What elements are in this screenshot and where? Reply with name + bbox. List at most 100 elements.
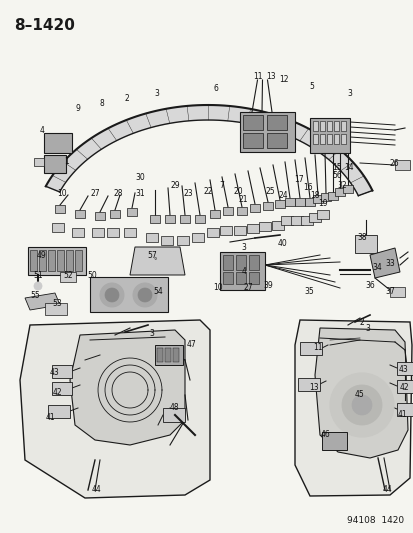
Text: 43: 43 [50,368,60,377]
Bar [312,134,317,144]
Bar [223,272,233,284]
Circle shape [100,283,124,307]
Bar [90,277,168,312]
Text: 18: 18 [309,191,319,200]
Bar [248,272,259,284]
Bar [326,121,331,131]
Bar [280,216,292,225]
Bar [271,221,283,230]
Text: 50: 50 [87,271,97,279]
Text: 44: 44 [382,486,392,495]
Text: 38: 38 [356,233,366,243]
Bar [266,115,286,130]
Bar [157,348,163,362]
Text: 20: 20 [233,188,242,197]
Text: 12: 12 [279,75,288,84]
Text: 33: 33 [384,259,394,268]
Bar [319,121,324,131]
Bar [44,133,72,153]
Bar [334,188,344,196]
Bar [247,224,259,233]
Bar [297,378,319,391]
Bar [219,252,264,290]
Text: 26: 26 [388,158,398,167]
Text: 1: 1 [64,157,69,166]
Bar [92,228,104,237]
Bar [52,223,64,232]
Bar [309,118,349,153]
Text: 51: 51 [33,271,43,279]
Bar [326,134,331,144]
Text: 53: 53 [52,300,62,309]
Text: 25: 25 [265,188,274,197]
Bar [66,250,73,271]
Bar [180,215,190,223]
Bar [30,250,37,271]
Text: 28: 28 [113,190,122,198]
Bar [342,185,352,193]
Text: 2: 2 [359,319,363,327]
Bar [290,216,302,225]
Bar [146,233,158,242]
Bar [150,215,159,223]
Bar [312,121,317,131]
Bar [72,228,84,237]
Circle shape [329,373,393,437]
Bar [195,215,204,223]
Text: 10: 10 [57,190,66,198]
Bar [242,115,262,130]
Text: 42: 42 [398,384,408,392]
Bar [57,250,64,271]
Polygon shape [45,105,372,196]
Circle shape [133,283,157,307]
Bar [223,255,233,270]
Bar [233,226,245,235]
Text: 35: 35 [304,287,313,295]
Text: 16: 16 [302,183,312,192]
Bar [127,208,137,216]
Text: 43: 43 [398,366,408,375]
Text: 10: 10 [213,284,222,293]
Bar [235,255,245,270]
Bar [274,200,284,208]
Bar [154,345,183,365]
Text: 34: 34 [371,262,381,271]
Bar [165,215,175,223]
Bar [299,342,321,355]
Bar [39,250,46,271]
Bar [394,160,409,170]
Text: 30: 30 [135,174,145,182]
Bar [163,408,185,422]
Text: 31: 31 [135,190,145,198]
Bar [206,228,218,237]
Bar [52,365,72,378]
Bar [177,236,189,245]
Bar [316,210,328,219]
Text: 5: 5 [309,82,314,91]
Bar [45,303,67,315]
Bar [165,348,171,362]
Text: 46: 46 [320,431,330,440]
Polygon shape [314,328,407,458]
Text: 19: 19 [318,198,327,207]
Bar [284,198,294,206]
Text: °: ° [153,258,157,264]
Text: 48: 48 [169,403,178,413]
Bar [389,287,404,297]
Bar [48,405,70,418]
Circle shape [341,385,381,425]
Bar [173,348,178,362]
Polygon shape [369,248,399,278]
Bar [354,235,376,253]
Text: 24: 24 [278,191,287,200]
Text: 54: 54 [153,287,162,296]
Text: 3: 3 [241,244,246,253]
Bar [52,382,72,395]
Bar [396,362,413,375]
Text: 32: 32 [336,181,346,190]
Text: 22: 22 [203,188,212,197]
Bar [340,121,345,131]
Bar [75,210,85,218]
Text: 3: 3 [154,88,159,98]
Bar [107,228,119,237]
